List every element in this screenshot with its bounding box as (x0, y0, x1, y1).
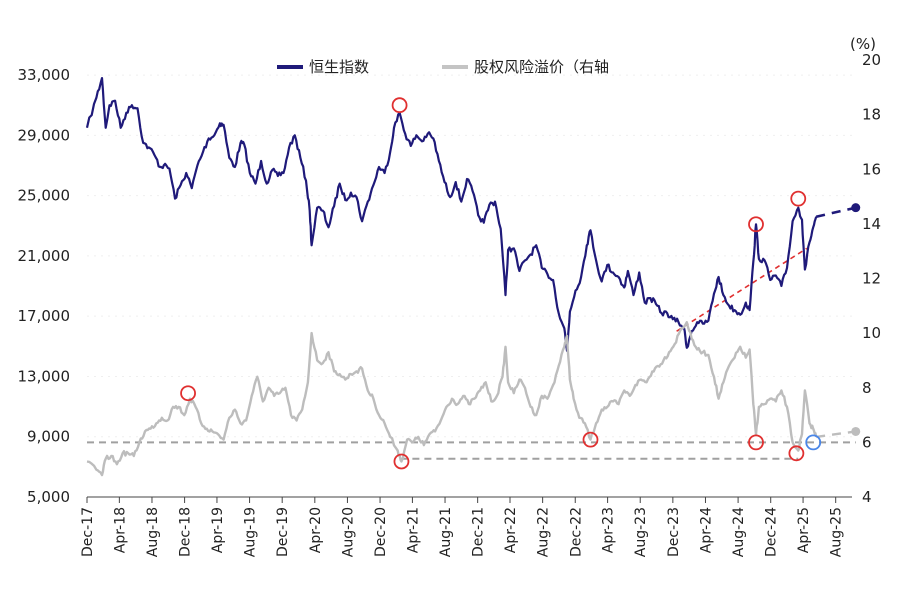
series-line-erp (86, 321, 818, 477)
legend-label-hsi: 恒生指数 (309, 58, 369, 76)
x-tick-label: Aug-23 (633, 507, 649, 557)
right-tick-label: 4 (862, 488, 872, 506)
x-tick-label: Dec-17 (80, 507, 96, 557)
x-tick-label: Apr-21 (405, 507, 421, 553)
series-endpoint (851, 203, 861, 213)
grid (87, 74, 852, 498)
reference-line (676, 247, 808, 332)
x-tick-label: Dec-23 (666, 507, 682, 557)
x-tick-label: Apr-23 (601, 507, 617, 553)
highlight-marker (790, 190, 807, 207)
x-tick-label: Aug-18 (145, 507, 161, 557)
highlight-marker (748, 434, 764, 451)
x-tick-label: Apr-24 (698, 507, 714, 553)
left-tick-label: 29,000 (18, 126, 71, 144)
highlight-marker (748, 216, 764, 233)
x-tick-label: Aug-24 (731, 507, 747, 557)
highlight-marker (393, 453, 410, 470)
x-tick-label: Apr-19 (210, 507, 226, 553)
right-axis-unit: (%) (850, 35, 876, 53)
x-axis: Dec-17 Apr-18 Aug-18 Dec-18 Apr-19 Aug-19 Dec-… (80, 496, 852, 557)
highlight-marker (391, 97, 408, 114)
series-layer (85, 77, 861, 477)
x-tick-label: Aug-20 (340, 507, 356, 557)
highlight-markers (180, 97, 822, 470)
x-tick-label: Apr-20 (308, 507, 324, 553)
x-tick-label: Dec-21 (471, 507, 487, 557)
left-tick-label: 13,000 (18, 367, 71, 385)
series-endpoint (851, 426, 861, 436)
x-tick-label: Dec-18 (178, 507, 194, 557)
left-tick-label: 17,000 (18, 307, 71, 325)
x-tick-label: Aug-22 (536, 507, 552, 557)
right-tick-label: 6 (862, 433, 872, 451)
left-axis: 5,000 9,000 13,000 17,000 21,000 25,000 29,000… (18, 66, 71, 506)
series-projection (816, 430, 856, 439)
x-tick-label: Dec-24 (764, 507, 780, 557)
highlight-marker (788, 445, 805, 462)
left-tick-label: 9,000 (27, 428, 70, 446)
left-tick-label: 33,000 (18, 66, 71, 84)
right-axis: 4 6 8 10 12 14 16 18 20 (862, 51, 881, 506)
x-tick-label: Apr-25 (796, 507, 812, 553)
right-tick-label: 12 (862, 270, 881, 288)
right-tick-label: 8 (862, 379, 872, 397)
right-tick-label: 16 (862, 160, 881, 178)
series-projection (815, 206, 857, 218)
right-tick-label: 18 (862, 106, 881, 124)
left-tick-label: 21,000 (18, 247, 71, 265)
x-tick-label: Dec-22 (568, 507, 584, 557)
x-tick-label: Aug-19 (243, 507, 259, 557)
legend: 恒生指数 股权风险溢价（右轴 (277, 58, 609, 76)
series-line-hsi (85, 77, 818, 352)
legend-label-erp: 股权风险溢价（右轴 (474, 58, 609, 76)
right-tick-label: 10 (862, 324, 881, 342)
highlight-marker (582, 431, 599, 448)
x-tick-label: Apr-22 (503, 507, 519, 553)
highlight-marker (180, 385, 196, 402)
right-tick-label: 20 (862, 51, 881, 69)
highlight-marker (805, 434, 822, 451)
x-tick-label: Aug-25 (829, 507, 845, 557)
x-tick-label: Dec-20 (373, 507, 389, 557)
left-tick-label: 5,000 (27, 488, 70, 506)
reference-lines (87, 247, 856, 460)
x-tick-label: Aug-21 (438, 507, 454, 557)
x-tick-label: Dec-19 (275, 507, 291, 557)
left-tick-label: 25,000 (18, 187, 71, 205)
x-tick-label: Apr-18 (112, 507, 128, 553)
right-tick-label: 14 (862, 215, 881, 233)
